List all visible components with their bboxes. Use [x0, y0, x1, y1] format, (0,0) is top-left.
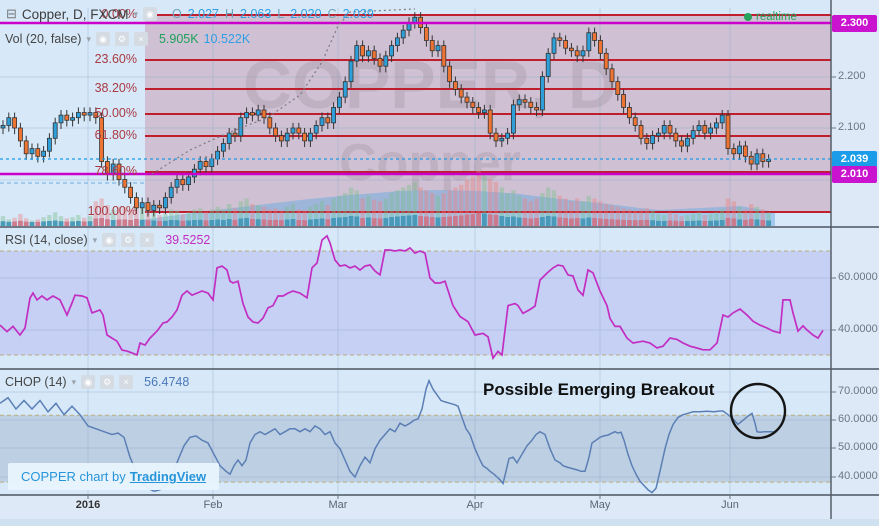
rsi-tick-label: 40.0000: [838, 323, 878, 335]
price-line-tag: 2.300: [832, 15, 877, 32]
volume-legend: Vol (20, false) ▾ ◉ ⚙ × 5.905K 10.522K: [5, 32, 250, 46]
close-icon[interactable]: ×: [119, 375, 134, 389]
chevron-down-icon[interactable]: ▾: [92, 234, 98, 245]
chop-tick-label: 70.0000: [838, 385, 878, 397]
open-label: O: [171, 7, 182, 21]
chevron-down-icon[interactable]: ▾: [86, 33, 91, 44]
rsi-value: 39.5252: [165, 233, 211, 247]
fib-level-label: 50.00%: [94, 106, 137, 120]
rsi-indicator-label[interactable]: RSI (14, close): [5, 233, 88, 247]
ohlc-values: O 2.027 H 2.063 L 2.020 C 2.039: [172, 7, 374, 21]
realtime-badge: realtime: [744, 11, 797, 23]
eye-icon[interactable]: ◉: [95, 32, 110, 46]
time-axis-label: Jun: [721, 499, 739, 511]
low-value: 2.020: [290, 7, 322, 21]
fib-labels: 0.00% 23.60% 38.20% 50.00% 61.80% 78.60% 100.0…: [0, 0, 140, 227]
symbol-title[interactable]: Copper, D, FXCM: [21, 6, 129, 22]
svg-text:Copper: Copper: [339, 134, 521, 192]
chop-indicator-label[interactable]: CHOP (14): [5, 375, 67, 389]
fib-level-label: 100.00%: [87, 204, 137, 218]
open-value: 2.027: [187, 7, 219, 21]
time-axis[interactable]: 2016 Feb Mar Apr May Jun: [0, 495, 831, 519]
eye-icon[interactable]: ◉: [142, 7, 157, 21]
chop-tick-label: 50.0000: [838, 441, 878, 453]
high-value: 2.063: [240, 7, 272, 21]
high-label: H: [224, 7, 235, 21]
fib-level-label: 23.60%: [94, 52, 137, 66]
price-axis[interactable]: 2.300 2.200 2.100 2.039 2.010 60.0000 40.0000 7…: [831, 0, 879, 519]
fib-level-label: 0.00%: [101, 7, 137, 21]
chop-tick-label: 60.0000: [838, 413, 878, 425]
annotation-text: Possible Emerging Breakout: [483, 380, 715, 399]
fib-level-label: 61.80%: [94, 128, 137, 142]
realtime-dot-icon: [744, 13, 752, 21]
gear-icon[interactable]: ⚙: [100, 375, 115, 389]
price-line-tag: 2.010: [832, 166, 877, 183]
time-axis-label: May: [589, 499, 611, 511]
eye-icon[interactable]: ◉: [81, 375, 96, 389]
volume-ma-value: 5.905K: [158, 32, 199, 46]
volume-value: 10.522K: [203, 32, 251, 46]
close-value: 2.039: [342, 7, 374, 21]
rsi-legend: RSI (14, close) ▾ ◉ ⚙ × 39.5252: [5, 233, 210, 247]
low-label: L: [277, 7, 285, 21]
chop-value: 56.4748: [144, 375, 190, 389]
chevron-down-icon[interactable]: ▾: [133, 8, 138, 19]
fib-level-label: 78.60%: [94, 164, 137, 178]
price-tick-label: 2.100: [838, 121, 866, 133]
volume-indicator-label[interactable]: Vol (20, false): [5, 32, 82, 46]
close-icon[interactable]: ×: [140, 233, 155, 247]
gear-icon[interactable]: ⚙: [121, 233, 136, 247]
gear-icon[interactable]: ⚙: [114, 32, 129, 46]
chevron-down-icon[interactable]: ▾: [71, 376, 77, 387]
time-axis-label: Feb: [203, 499, 223, 511]
footer-text: COPPER chart by: [21, 469, 126, 484]
time-axis-label: 2016: [75, 499, 101, 511]
rsi-tick-label: 60.0000: [838, 271, 878, 283]
chop-tick-label: 40.0000: [838, 470, 878, 482]
price-tick-label: 2.200: [838, 70, 866, 82]
rsi-pane[interactable]: [0, 227, 831, 369]
realtime-label: realtime: [756, 11, 797, 23]
close-icon[interactable]: ×: [133, 32, 148, 46]
fib-level-label: 38.20%: [94, 81, 137, 95]
footer-attribution: COPPER chart by TradingView: [8, 463, 220, 490]
close-label: C: [327, 7, 337, 21]
collapse-icon[interactable]: ⊟: [6, 6, 17, 21]
time-axis-label: Mar: [328, 499, 348, 511]
last-price-tag: 2.039: [832, 151, 877, 168]
eye-icon[interactable]: ◉: [102, 233, 117, 247]
main-legend: ⊟ Copper, D, FXCM ▾ ◉ O 2.027 H 2.063 L …: [6, 6, 374, 22]
time-axis-label: Apr: [466, 499, 484, 511]
chop-legend: CHOP (14) ▾ ◉ ⚙ × 56.4748: [5, 375, 189, 389]
tradingview-link[interactable]: TradingView: [129, 469, 207, 484]
